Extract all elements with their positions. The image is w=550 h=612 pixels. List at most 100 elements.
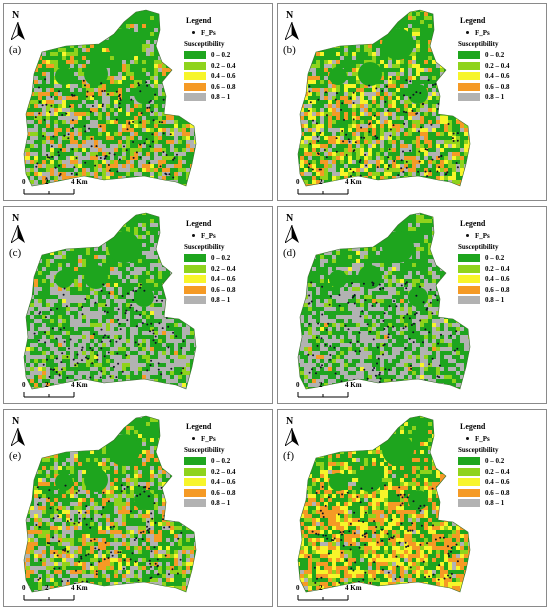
landslide-point [319,509,322,512]
landslide-point [389,128,392,131]
landslide-point [329,295,332,298]
landslide-point [398,541,401,544]
landslide-point [90,563,93,566]
landslide-point [381,539,384,542]
north-label: N [12,213,20,224]
legend-title: Legend [460,422,486,431]
landslide-point [123,488,126,490]
landslide-point [60,368,63,371]
landslide-point [456,560,459,563]
landslide-point [333,537,336,540]
landslide-point [38,312,41,315]
landslide-point [326,114,328,117]
landslide-point [46,156,49,159]
landslide-point [409,80,412,83]
landslide-point [113,153,116,156]
landslide-point [75,492,78,494]
landslide-point [154,562,157,565]
legend-class-label: 0.6 – 0.8 [211,82,236,91]
legend-class-label: 0.8 – 1 [211,499,231,508]
landslide-point [353,302,356,305]
legend-points-entry: F_Ps [186,29,269,37]
legend-swatch [184,275,206,284]
landslide-point [147,531,150,534]
scale-tick-label: 4 Km [345,584,362,592]
landslide-point [359,159,362,162]
landslide-point [94,164,97,167]
landslide-point [81,313,84,316]
landslide-point [48,489,51,492]
landslide-point [107,336,110,339]
landslide-point [363,368,366,371]
landslide-point [432,524,434,527]
landslide-point [84,130,87,133]
landslide-point [437,342,440,345]
landslide-point [403,122,406,125]
landslide-point [176,153,178,156]
landslide-point [75,173,78,176]
landslide-point [360,126,363,129]
landslide-point [171,568,174,571]
landslide-point [107,351,110,354]
landslide-point [441,281,444,284]
landslide-point [148,101,151,104]
landslide-point [402,327,405,330]
landslide-point [378,381,381,383]
legend-swatch [184,285,206,294]
landslide-point [48,111,51,113]
landslide-point [312,354,315,357]
legend-class-label: 0.4 – 0.6 [485,275,510,284]
scale-tick-label: 0 [296,584,300,592]
landslide-point [138,484,140,487]
landslide-point [86,580,88,583]
landslide-point [67,137,70,140]
landslide-point [182,340,185,343]
landslide-point [149,364,152,367]
landslide-point [48,542,51,545]
landslide-point [132,120,135,123]
landslide-point [424,148,427,151]
legend-class-row: 0.4 – 0.6 [184,274,269,285]
map-legend: Legend F_Ps Susceptibility 0 – 0.2 0.2 – 0.4… [458,422,543,509]
legend-points-entry: F_Ps [460,29,543,37]
landslide-point [139,121,142,124]
landslide-point [121,295,124,297]
landslide-point [417,170,420,173]
landslide-point [71,127,74,130]
landslide-point [431,84,434,86]
landslide-point [62,549,65,551]
north-label: N [286,10,294,21]
landslide-point [378,371,381,374]
landslide-point [373,561,376,564]
landslide-point [402,170,405,173]
legend-subtitle: Susceptibility [458,446,499,454]
landslide-point [318,168,321,171]
landslide-point [137,343,140,346]
landslide-point [376,166,379,169]
landslide-point [408,337,411,340]
landslide-point [337,513,340,516]
landslide-point [454,101,457,104]
scale-tick-label: 0 [296,381,300,389]
landslide-point [420,126,422,129]
landslide-point [146,369,149,372]
landslide-point [438,490,441,493]
map-legend: Legend F_Ps Susceptibility 0 – 0.2 0.2 – 0.4… [184,16,269,103]
landslide-point [145,138,148,141]
legend-swatch [458,275,480,284]
landslide-point [138,84,140,87]
landslide-point [329,354,332,356]
landslide-point [376,541,379,544]
landslide-point [364,153,367,156]
landslide-point [417,507,420,510]
landslide-point [347,138,350,141]
landslide-point [393,300,395,303]
landslide-point [432,573,435,576]
landslide-point [59,328,62,331]
landslide-point [358,350,361,353]
legend-class-row: 0.4 – 0.6 [184,477,269,488]
landslide-point [385,85,388,88]
legend-title: Legend [460,16,486,25]
legend-class-row: 0.8 – 1 [184,295,269,306]
landslide-point [156,558,159,561]
